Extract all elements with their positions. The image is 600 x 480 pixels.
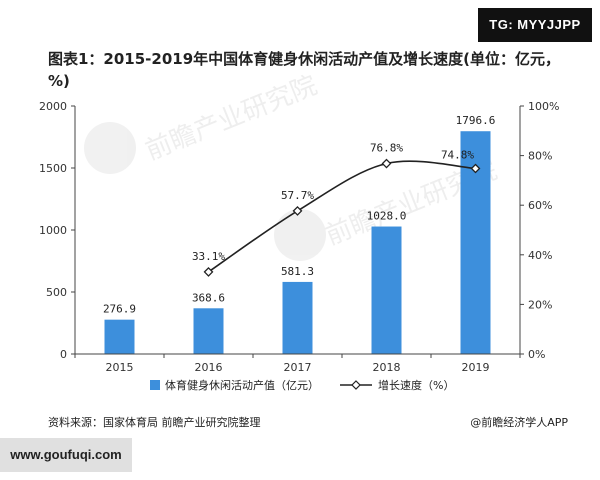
y-right-tick-label: 80% <box>528 150 552 163</box>
bar-series: 276.9 368.6 581.3 1028.0 1796.6 <box>103 114 495 354</box>
bar-value-label: 1028.0 <box>367 210 407 223</box>
legend-line-label: 增长速度（%） <box>378 378 454 392</box>
y-right-tick-label: 0% <box>528 348 545 361</box>
line-point <box>381 158 392 169</box>
line-point <box>203 266 214 277</box>
y-left-tick-label: 1500 <box>39 162 67 175</box>
bar-value-label: 1796.6 <box>456 114 496 127</box>
legend-bar-label: 体育健身休闲活动产值（亿元） <box>165 378 319 392</box>
chart-legend: 体育健身休闲活动产值（亿元） 增长速度（%） <box>150 378 454 392</box>
bar <box>104 319 135 354</box>
chart-title: 图表1：2015-2019年中国体育健身休闲活动产值及增长速度(单位：亿元，%) <box>48 50 561 90</box>
footer-brand: @前瞻经济学人APP <box>470 416 568 429</box>
watermark: 前瞻产业研究院 前瞻产业研究院 <box>84 70 501 261</box>
footer-source: 资料来源：国家体育局 前瞻产业研究院整理 <box>48 416 261 429</box>
growth-line <box>208 160 476 273</box>
bar <box>193 308 224 354</box>
x-tick-label: 2015 <box>106 361 134 374</box>
watermark-logo-center-icon <box>274 209 326 261</box>
line-value-label: 76.8% <box>370 142 403 155</box>
y-right-tick-label: 100% <box>528 100 559 113</box>
bar-value-label: 581.3 <box>281 265 314 278</box>
y-left-tick-label: 1000 <box>39 224 67 237</box>
x-tick-label: 2018 <box>373 361 401 374</box>
x-tick-label: 2017 <box>284 361 312 374</box>
bar <box>282 281 313 354</box>
y-right-tick-label: 40% <box>528 249 552 262</box>
footer: 资料来源：国家体育局 前瞻产业研究院整理 @前瞻经济学人APP <box>48 412 568 434</box>
line-point <box>292 205 303 216</box>
bar-value-label: 276.9 <box>103 303 136 316</box>
y-right-tick-label: 20% <box>528 298 552 311</box>
line-point <box>470 163 481 174</box>
watermark-logo-left-icon <box>84 122 136 174</box>
line-value-label: 33.1% <box>192 250 225 263</box>
top-channel-tag: TG: MYYJJPP <box>478 8 592 42</box>
y-right-tick-label: 60% <box>528 199 552 212</box>
x-tick-label: 2016 <box>195 361 223 374</box>
bottom-site-tag: www.goufuqi.com <box>0 438 132 472</box>
legend-bar-swatch <box>150 380 160 390</box>
legend-line-marker <box>351 380 361 390</box>
y-left-tick-label: 0 <box>60 348 67 361</box>
bar <box>371 226 402 354</box>
bar-value-label: 368.6 <box>192 291 225 304</box>
line-series: 33.1% 57.7% 76.8% 74.8% <box>192 142 481 277</box>
watermark-text-left: 前瞻产业研究院 <box>141 70 321 166</box>
x-tick-label: 2019 <box>462 361 490 374</box>
y-left-tick-label: 500 <box>46 286 67 299</box>
chart-axes: 0 500 1000 1500 2000 0% 20% 40% 60% 80% 100% 2015 20… <box>39 100 559 374</box>
line-value-label: 74.8% <box>441 148 474 161</box>
line-value-label: 57.7% <box>281 189 314 202</box>
y-left-tick-label: 2000 <box>39 100 67 113</box>
